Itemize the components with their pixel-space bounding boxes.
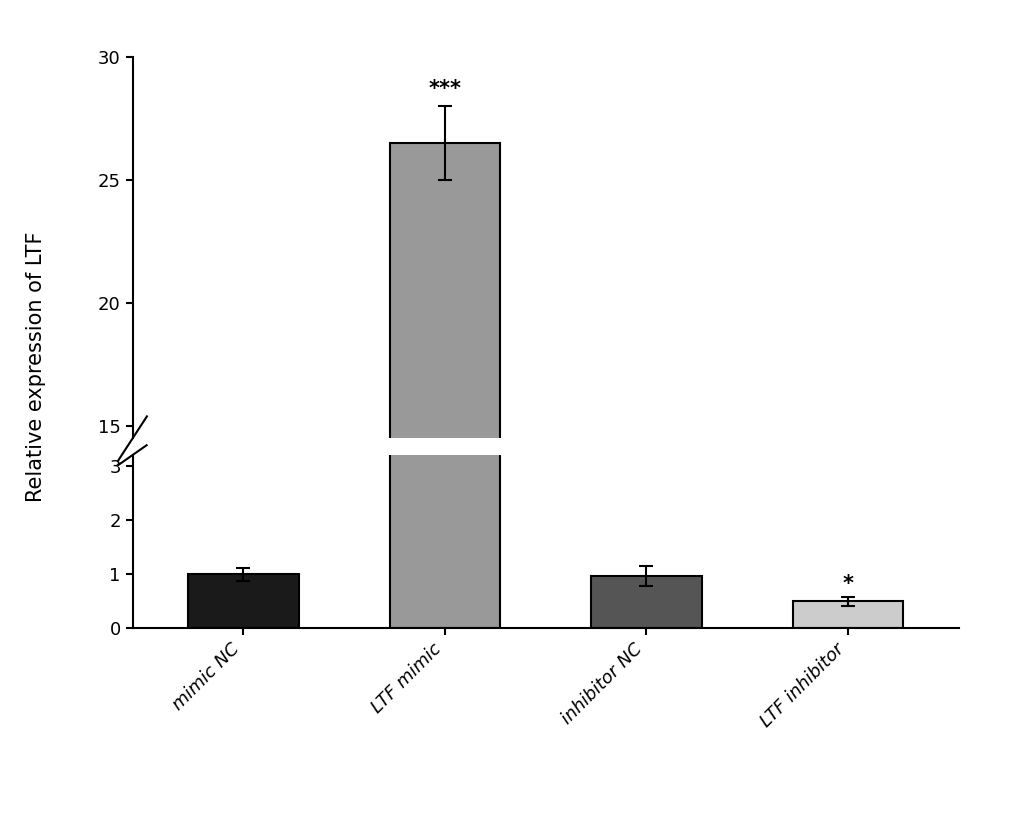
Text: ***: *** <box>428 79 461 99</box>
Bar <box>389 0 500 628</box>
Bar <box>590 771 701 795</box>
Text: Relative expression of LTF: Relative expression of LTF <box>25 232 46 503</box>
Text: *: * <box>842 574 853 594</box>
Bar <box>792 601 903 628</box>
Bar <box>187 770 299 795</box>
Bar <box>187 574 299 628</box>
Bar <box>792 783 903 795</box>
Bar <box>389 144 500 795</box>
Bar <box>590 576 701 628</box>
